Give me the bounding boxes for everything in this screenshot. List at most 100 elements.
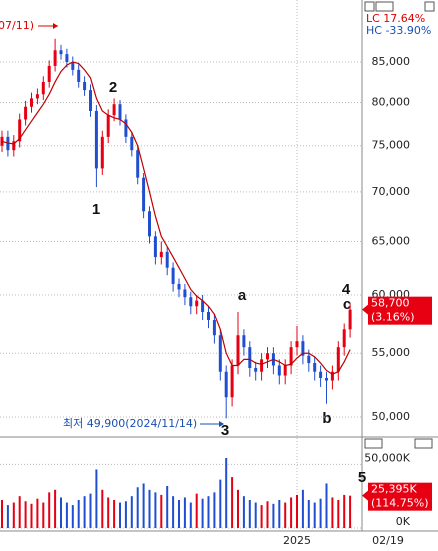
candle-body [71,61,75,70]
volume-bar [260,505,263,528]
volume-bar [42,502,45,528]
icon[interactable] [364,438,383,449]
candle-body [336,347,340,372]
candle-body [165,251,169,268]
wave-label: 2 [109,79,117,96]
candle-body [142,177,146,212]
volume-bar [6,505,9,528]
volume-bar [225,457,228,528]
y-tick-label: 50,000 [372,410,411,423]
candle-body [254,367,258,372]
volume-bar [160,494,163,528]
moving-average [1,61,351,375]
candle-body [218,335,222,372]
volume-bar [119,502,121,528]
candle-body [342,329,346,348]
volume-bar [36,498,39,528]
volume-bar [83,496,86,528]
volume-bar [24,501,27,528]
candle-body [130,136,134,151]
candle-body [53,50,57,66]
candle-body [153,236,157,258]
icon[interactable] [414,438,433,449]
volume-bar [278,499,281,528]
candle-body [65,54,69,62]
volume-bar [154,492,157,528]
arrow-head [219,421,224,427]
y-tick-label: 80,000 [372,96,411,109]
candle-body [330,371,334,381]
candle-body [207,311,210,321]
volume-bar [284,502,287,528]
arrow-head [53,23,58,29]
candle-body [307,355,311,364]
volume-bar [71,505,74,528]
volume-bar [48,492,51,528]
volume-bar [124,501,127,528]
candle-body [77,69,81,82]
candle-body [189,297,193,307]
volume-bar [148,489,151,528]
candle-body [148,211,151,237]
volume-bar [290,497,293,528]
candle-body [24,106,28,120]
candle-body [106,115,110,137]
volume-bar [266,501,269,528]
last-volume: 25,395K [371,483,417,496]
candle-body [30,98,33,107]
volume-bar [195,493,198,528]
candle-body [124,119,128,137]
volume-bar [231,477,234,528]
volume-bar [60,497,62,528]
lc-label: LC 17.64% [366,12,425,25]
volume-bar [54,489,57,528]
volume-bar [325,483,328,528]
y-tick-label: 65,000 [372,234,411,247]
volume-bar [1,499,3,528]
y-tick-label: 0K [396,515,411,528]
volume-bar [18,496,21,528]
current-date: 02/19 [372,534,404,547]
volume-bar [207,496,210,528]
candle-body [319,371,323,379]
volume-bar [142,483,145,528]
candle-body [94,110,98,169]
candle-body [325,378,328,381]
price-pointer [362,304,368,315]
icon[interactable] [375,1,394,12]
volume-bar [296,494,298,528]
high-note: 07/11) [0,19,34,32]
candle-body [177,283,181,290]
volume-bar [65,502,68,528]
candle-body [242,335,246,348]
wave-label: 1 [92,201,100,218]
x-tick-label: 2025 [283,534,311,547]
candle-body [313,363,317,372]
volume-bar [77,499,80,528]
volume-bar [307,499,310,528]
wave-label: 4 [342,281,351,298]
volume-bar [248,499,251,528]
candle-body [183,289,187,298]
candle-body [89,90,92,111]
y-tick-label: 70,000 [372,185,411,198]
icon[interactable] [424,1,435,12]
candle-body [35,94,39,99]
candle-body [59,50,63,55]
wave-label: b [322,410,331,427]
candle-body [12,141,16,151]
y-tick-label: 50,000K [364,451,410,464]
wave-label: 3 [221,422,229,439]
volume-bar [272,503,275,528]
volume-bar [189,502,192,528]
icon[interactable] [364,1,375,12]
candle-body [195,300,199,307]
price-box [368,296,432,325]
y-tick-label: 55,000 [372,346,411,359]
candle-body [83,81,87,91]
candle-body [224,371,228,398]
last-price: 58,700 [371,297,410,310]
wave-label: 5 [358,469,366,486]
volume-bar [213,492,216,528]
volume-bar [89,493,92,528]
